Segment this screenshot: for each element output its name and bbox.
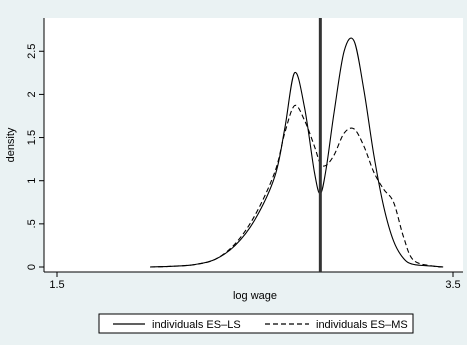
y-tick-label-1: .5	[26, 219, 38, 228]
legend-label-series-1: individuals ES–LS	[152, 319, 241, 331]
x-axis: 1.5 3.5	[44, 271, 463, 291]
y-tick-label-3: 1.5	[26, 130, 38, 145]
y-tick-label-4: 2	[26, 91, 38, 97]
legend-label-series-2: individuals ES–MS	[316, 319, 408, 331]
series-layer	[150, 18, 444, 272]
legend-box	[98, 313, 414, 334]
plot-area	[44, 18, 463, 272]
y-tick-label-5: 2.5	[26, 44, 38, 59]
x-tick-label-0: 1.5	[49, 279, 64, 291]
y-axis: 0 .5 1 1.5 2 2.5	[26, 18, 45, 272]
x-tick-label-1: 3.5	[445, 279, 460, 291]
series-line-2	[150, 104, 444, 268]
y-tick-label-0: 0	[26, 264, 38, 270]
y-tick-label-2: 1	[26, 178, 38, 184]
series-line-1	[150, 37, 444, 268]
x-axis-title: log wage	[233, 290, 277, 302]
legend: individuals ES–LS individuals ES–MS	[98, 313, 414, 334]
y-axis-title: density	[5, 127, 17, 162]
